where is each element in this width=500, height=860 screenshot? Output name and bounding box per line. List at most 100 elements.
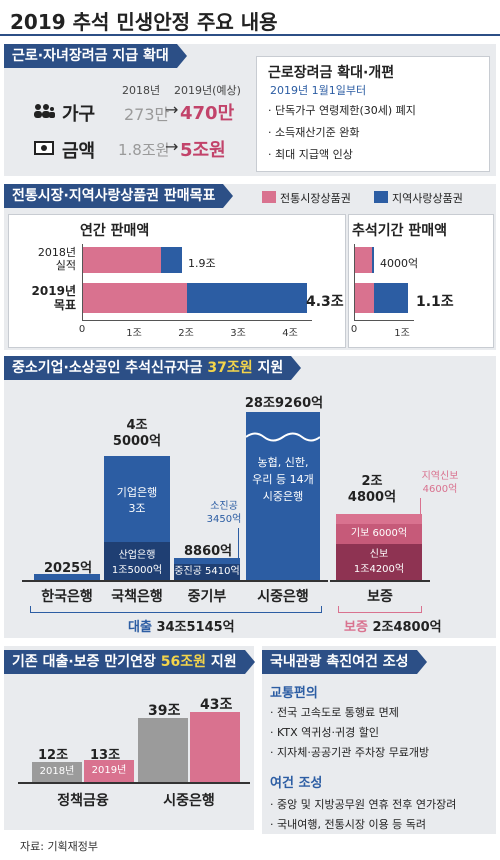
annual-bar-traditional — [83, 247, 161, 273]
transport-item: · 지자체·공공기관 주차장 무료개방 — [270, 746, 430, 759]
commercial-bar: 농협, 신한, 우리 등 14개 시중은행 — [246, 412, 320, 580]
chuseok-title: 추석기간 판매액 — [352, 223, 448, 239]
kodit-label: 신보 — [369, 549, 389, 560]
row2-label-a: 2019년 — [31, 284, 76, 298]
annual-bar-local — [187, 283, 307, 313]
source-note: 자료: 기획재정부 — [20, 840, 99, 853]
section4-header: 기존 대출·보증 만기연장 56조원 지원 — [4, 650, 255, 674]
legend-pink-label: 전통시장상품권 — [280, 192, 351, 205]
commercial-2018-value: 39조 — [148, 703, 181, 719]
chuseok-chart-box — [348, 214, 494, 348]
commercial-value: 28조9260억 — [244, 396, 324, 411]
row1-label-b: 실적 — [55, 259, 76, 272]
policy-bank-value: 4조 5000억 — [104, 418, 170, 450]
eitc-item: · 소득재산기준 완화 — [268, 126, 360, 139]
maturity-axis — [18, 782, 250, 784]
section4-header-pre: 기존 대출·보증 만기연장 — [12, 654, 161, 670]
row1-label-a: 2018년 — [37, 246, 76, 259]
loan-bracket — [30, 606, 322, 613]
semas-bar — [174, 558, 240, 564]
arrow-icon: → — [165, 100, 179, 119]
guarantee-total: 보증 2조4800억 — [344, 616, 442, 635]
environment-item-text: 국내여행, 전통시장 이용 등 독려 — [277, 818, 427, 831]
transport-item-text: KTX 역귀성·귀경 할인 — [277, 726, 379, 739]
commercial-bank-name: 시중은행 — [163, 793, 215, 809]
amount-label: 금액 — [62, 141, 96, 162]
section3-header-post: 지원 — [252, 360, 284, 376]
section4-header-highlight: 56조원 — [160, 654, 206, 670]
chuseok-bar-traditional — [355, 283, 375, 313]
chuseok-axis-x — [354, 320, 414, 321]
semas-connector — [238, 528, 239, 558]
section5-header: 국내관광 촉진여건 조성 — [262, 650, 427, 674]
sbc-bar: 중진공 5410억 — [174, 564, 240, 580]
annual-tick: 0 — [78, 324, 86, 335]
policy-bank-name: 국책은행 — [111, 589, 163, 605]
section4-header-post: 지원 — [206, 654, 237, 670]
eitc-item: · 최대 지급액 인상 — [268, 148, 353, 161]
environment-item: · 중앙 및 지방공무원 연휴 전후 연가장려 — [270, 798, 457, 811]
bok-value: 2025억 — [44, 561, 93, 576]
chuseok-axis-y — [354, 244, 355, 320]
guarantee-bracket — [338, 606, 422, 613]
eitc-item-text: 단독가구 연령제한(30세) 폐지 — [275, 104, 416, 117]
commercial-2019-value: 43조 — [200, 697, 233, 713]
annual-total-2019: 4.3조 — [306, 294, 344, 310]
annual-tick: 4조 — [282, 328, 298, 339]
households-label: 가구 — [62, 104, 96, 125]
environment-item: · 국내여행, 전통시장 이용 등 독려 — [270, 818, 427, 831]
chuseok-total-2018: 4000억 — [380, 257, 419, 270]
chuseok-bar-traditional — [355, 247, 372, 273]
guarantee-name: 보증 — [367, 589, 393, 605]
semas-label-a: 소진공 — [210, 501, 238, 512]
kdb-label: 산업은행 — [118, 550, 156, 561]
local-guarantee-label-b: 4600억 — [422, 484, 458, 495]
kodit-value: 1조4200억 — [353, 564, 405, 575]
guarantee-value: 2조 4800억 — [340, 474, 404, 506]
policy-bank-value-a: 4조 — [126, 418, 148, 433]
guarantee-value-b: 4800억 — [347, 490, 397, 505]
eitc-box-title: 근로장려금 확대·개편 — [268, 65, 395, 81]
eitc-item: · 단독가구 연령제한(30세) 폐지 — [268, 104, 416, 117]
kodit-bar: 신보 1조4200억 — [336, 544, 422, 580]
transport-item-text: 전국 고속도로 통행료 면제 — [277, 706, 399, 719]
col-2019-label: 2019년(예상) — [174, 84, 241, 97]
kibo-bar: 기보 6000억 — [336, 524, 422, 544]
mss-name: 중기부 — [187, 589, 227, 605]
section1-header: 근로·자녀장려금 지급 확대 — [4, 44, 187, 68]
guarantee-total-value: 2조4800억 — [372, 620, 442, 635]
semas-label: 소진공 3450억 — [198, 500, 250, 526]
eitc-item-text: 최대 지급액 인상 — [275, 148, 353, 161]
loan-axis — [22, 580, 328, 582]
policy-2018-bar: 2018년 — [32, 762, 82, 782]
annual-total-2018: 1.9조 — [188, 257, 216, 270]
local-guarantee-label: 지역신보 4600억 — [410, 470, 470, 496]
environment-subheader: 여건 조성 — [270, 776, 323, 791]
loan-label: 대출 — [128, 620, 152, 635]
commercial-name: 시중은행 — [257, 589, 309, 605]
ibk-bar: 기업은행 3조 — [104, 456, 170, 542]
people-icon — [32, 103, 56, 119]
eitc-item-text: 소득재산기준 완화 — [275, 126, 360, 139]
amount-2018: 1.8조원 — [118, 141, 170, 159]
page-title: 2019 추석 민생안정 주요 내용 — [10, 10, 278, 34]
legend-blue-label: 지역사랑상품권 — [392, 192, 463, 205]
local-guarantee-bar — [336, 514, 422, 524]
chuseok-tick: 0 — [350, 324, 358, 335]
kdb-bar: 산업은행 1조5000억 — [104, 542, 170, 580]
policy-2019-value: 13조 — [90, 748, 121, 763]
section3-header-pre: 중소기업·소상공인 추석신규자금 — [12, 360, 208, 376]
annual-chart-box — [8, 214, 346, 348]
bok-name: 한국은행 — [41, 589, 93, 605]
legend-blue-swatch — [374, 191, 388, 203]
loan-total-value: 34조5145억 — [156, 620, 235, 635]
col-2018-label: 2018년 — [122, 84, 161, 97]
semas-label-b: 3450억 — [206, 514, 242, 525]
local-guarantee-connector — [420, 498, 421, 514]
policy-2019-bar: 2019년 — [84, 760, 134, 782]
chuseok-total-2019: 1.1조 — [416, 294, 454, 310]
commercial-2018-bar — [138, 718, 188, 782]
legend-pink-swatch — [262, 191, 276, 203]
annual-bar-traditional — [83, 283, 187, 313]
commercial-inner-c: 시중은행 — [262, 490, 304, 503]
